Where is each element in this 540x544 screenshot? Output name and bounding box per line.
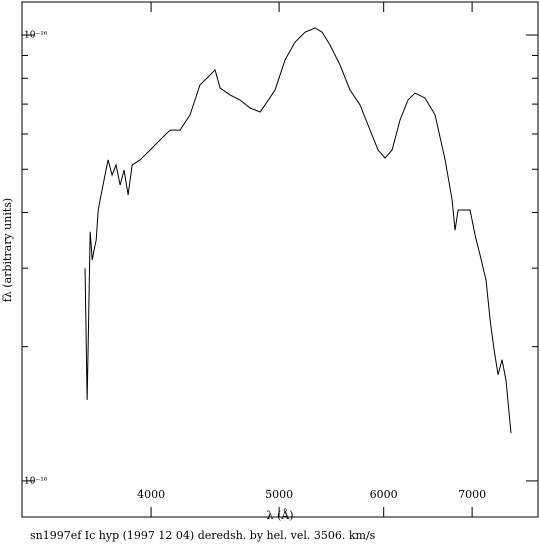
y-axis-label: fλ (arbitrary units) bbox=[1, 198, 14, 302]
plot-frame bbox=[21, 1, 539, 518]
x-tick-label: 4000 bbox=[137, 488, 165, 501]
x-tick-label: 6000 bbox=[370, 488, 398, 501]
y-tick-label: 10⁻¹⁶ bbox=[24, 31, 48, 41]
x-axis-label: λ (Å) bbox=[267, 508, 294, 522]
caption: sn1997ef Ic hyp (1997 12 04) deredsh. by… bbox=[30, 529, 376, 542]
y-tick-label: 10⁻¹⁶ bbox=[24, 476, 48, 486]
x-tick-label: 5000 bbox=[265, 488, 293, 501]
x-tick-label: 7000 bbox=[458, 488, 486, 501]
spectrum-line bbox=[84, 27, 512, 434]
